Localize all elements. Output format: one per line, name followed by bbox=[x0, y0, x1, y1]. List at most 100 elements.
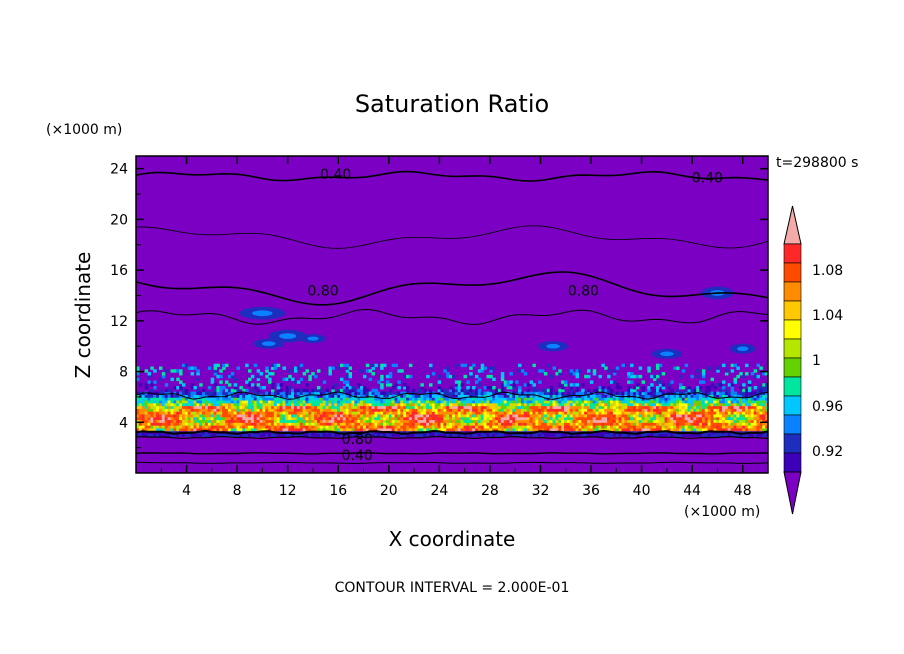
field-cell bbox=[138, 408, 143, 412]
field-cell bbox=[564, 402, 568, 407]
field-cell bbox=[566, 422, 571, 426]
field-cell bbox=[512, 386, 516, 390]
field-cell bbox=[265, 369, 269, 373]
field-cell bbox=[233, 430, 238, 435]
field-cell bbox=[339, 402, 344, 407]
field-cell bbox=[526, 416, 531, 421]
field-cell bbox=[489, 366, 493, 370]
field-cell bbox=[630, 372, 634, 376]
field-cell bbox=[181, 433, 186, 437]
field-cell bbox=[716, 397, 720, 401]
field-cell bbox=[276, 413, 281, 418]
field-cell bbox=[477, 408, 482, 412]
field-cell bbox=[495, 408, 499, 412]
field-cell bbox=[360, 425, 364, 429]
field-cell bbox=[250, 427, 255, 432]
field-cell bbox=[696, 425, 700, 429]
field-cell bbox=[161, 422, 166, 426]
field-cell bbox=[719, 425, 723, 429]
field-cell bbox=[411, 388, 416, 393]
field-cell bbox=[138, 416, 143, 421]
field-cell bbox=[239, 408, 243, 412]
field-cell bbox=[136, 433, 140, 437]
field-cell bbox=[276, 394, 281, 398]
field-cell bbox=[440, 433, 444, 437]
field-cell bbox=[561, 425, 565, 429]
field-cell bbox=[739, 416, 743, 421]
field-cell bbox=[587, 388, 591, 393]
field-cell bbox=[635, 427, 640, 432]
field-cell bbox=[630, 374, 634, 379]
field-cell bbox=[374, 391, 378, 395]
field-cell bbox=[736, 433, 740, 437]
field-cell bbox=[598, 374, 602, 379]
field-cell bbox=[207, 419, 212, 423]
field-cell bbox=[549, 405, 554, 409]
field-cell bbox=[156, 399, 160, 404]
field-cell bbox=[699, 386, 703, 390]
field-cell bbox=[610, 427, 614, 432]
field-cell bbox=[144, 422, 149, 426]
field-cell bbox=[239, 386, 243, 390]
field-cell bbox=[288, 427, 292, 432]
field-cell bbox=[227, 394, 232, 398]
field-cell bbox=[202, 422, 206, 426]
field-cell bbox=[650, 402, 654, 407]
field-cell bbox=[561, 413, 565, 418]
colorbar-over-arrow bbox=[783, 205, 802, 245]
field-cell bbox=[443, 427, 447, 432]
field-cell bbox=[690, 388, 694, 393]
field-cell bbox=[650, 374, 654, 379]
contour-line bbox=[136, 429, 768, 435]
field-cell bbox=[187, 397, 192, 401]
field-cell bbox=[440, 416, 444, 421]
field-cell bbox=[239, 405, 243, 409]
field-cell bbox=[569, 405, 574, 409]
field-cell bbox=[724, 422, 729, 426]
field-cell bbox=[179, 402, 183, 407]
field-cell bbox=[285, 425, 289, 429]
field-cell bbox=[584, 391, 588, 395]
field-cell bbox=[762, 383, 766, 387]
field-cell bbox=[653, 391, 657, 395]
field-cell bbox=[417, 411, 421, 415]
field-cell bbox=[262, 419, 266, 423]
field-cell bbox=[271, 425, 275, 429]
field-cell bbox=[429, 388, 433, 393]
field-cell bbox=[181, 391, 186, 395]
field-cell bbox=[578, 425, 582, 429]
field-cell bbox=[227, 402, 232, 407]
field-cell bbox=[153, 402, 157, 407]
field-cell bbox=[724, 416, 729, 421]
field-cell bbox=[678, 433, 683, 437]
field-cell bbox=[641, 413, 646, 418]
field-cell bbox=[730, 425, 735, 429]
field-cell bbox=[273, 425, 278, 429]
field-cell bbox=[202, 394, 206, 398]
field-cell bbox=[564, 383, 568, 387]
field-cell bbox=[661, 430, 666, 435]
field-cell bbox=[564, 416, 568, 421]
field-cell bbox=[285, 388, 289, 393]
field-cell bbox=[144, 405, 149, 409]
field-cell bbox=[285, 413, 289, 418]
field-cell bbox=[380, 427, 384, 432]
field-cell bbox=[219, 399, 223, 404]
field-cell bbox=[193, 416, 197, 421]
field-cell bbox=[296, 433, 301, 437]
field-cell bbox=[676, 427, 680, 432]
field-cell bbox=[443, 405, 447, 409]
field-cell bbox=[535, 427, 539, 432]
field-cell bbox=[345, 369, 350, 373]
field-cell bbox=[739, 433, 743, 437]
field-cell bbox=[722, 425, 726, 429]
field-cell bbox=[357, 388, 361, 393]
field-cell bbox=[236, 366, 241, 370]
field-cell bbox=[423, 425, 427, 429]
field-cell bbox=[644, 399, 648, 404]
field-cell bbox=[230, 372, 235, 376]
field-cell bbox=[362, 397, 367, 401]
field-cell bbox=[227, 397, 232, 401]
field-cell bbox=[268, 391, 272, 395]
field-cell bbox=[325, 408, 330, 412]
